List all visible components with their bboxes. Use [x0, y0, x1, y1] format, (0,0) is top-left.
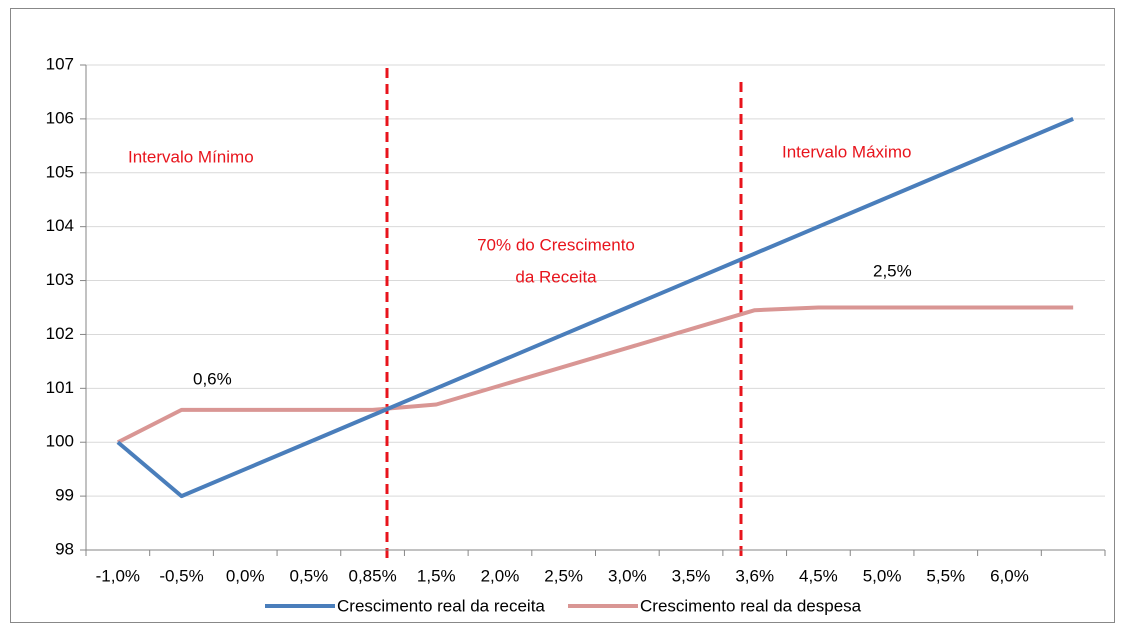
annotation: 2,5% [873, 261, 912, 280]
x-tick-label: 0,0% [226, 566, 265, 585]
x-tick-label: 6,0% [990, 566, 1029, 585]
y-tick-label: 104 [46, 216, 74, 235]
annotation: Intervalo Máximo [782, 142, 911, 161]
x-tick-label: 2,5% [544, 566, 583, 585]
x-tick-label: -1,0% [96, 566, 140, 585]
x-tick-label: 4,5% [799, 566, 838, 585]
x-tick-label: 3,6% [735, 566, 774, 585]
series-line [116, 117, 1074, 499]
x-tick-label: 3,0% [608, 566, 647, 585]
x-tick-label: 2,0% [481, 566, 520, 585]
x-tick-label: -0,5% [159, 566, 203, 585]
series-line [116, 305, 1074, 445]
annotation: 0,6% [193, 369, 232, 388]
y-tick-label: 101 [46, 378, 74, 397]
x-tick-label: 1,5% [417, 566, 456, 585]
y-tick-label: 105 [46, 162, 74, 181]
annotation: da Receita [515, 267, 597, 286]
annotation: 70% do Crescimento [477, 235, 635, 254]
chart-border [10, 8, 1115, 623]
x-tick-label: 0,5% [290, 566, 329, 585]
x-tick-label: 5,5% [926, 566, 965, 585]
x-tick-label: 5,0% [863, 566, 902, 585]
y-tick-label: 103 [46, 270, 74, 289]
y-tick-label: 100 [46, 432, 74, 451]
y-tick-label: 102 [46, 324, 74, 343]
y-tick-label: 107 [46, 54, 74, 73]
x-tick-label: 0,85% [348, 566, 396, 585]
y-tick-label: 99 [55, 486, 74, 505]
y-tick-label: 98 [55, 539, 74, 558]
y-tick-label: 106 [46, 108, 74, 127]
legend-label: Crescimento real da receita [337, 596, 545, 615]
legend-label: Crescimento real da despesa [640, 596, 862, 615]
x-tick-label: 3,5% [672, 566, 711, 585]
annotation: Intervalo Mínimo [128, 147, 254, 166]
